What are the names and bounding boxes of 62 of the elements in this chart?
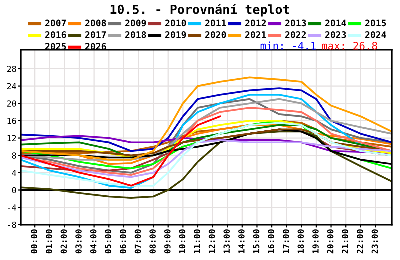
x-tick-label: 01:00 [46, 230, 52, 254]
y-tick-label: -8 [8, 222, 16, 228]
line-series [21, 135, 392, 154]
x-tick-label: 02:00 [60, 230, 68, 254]
x-tick-label: 08:00 [150, 230, 156, 254]
legend-label: 2024 [366, 31, 386, 38]
x-tick-label: 09:00 [164, 230, 171, 254]
legend-label: 2009 [126, 20, 146, 27]
x-tick-label: 13:00 [224, 230, 230, 254]
legend-label: 2007 [46, 20, 66, 27]
legend-label: 2016 [46, 31, 66, 38]
x-tick-label: 20:00 [327, 230, 334, 254]
x-tick-label: 03:00 [76, 230, 82, 254]
x-tick-label: 04:00 [90, 230, 97, 254]
text: min: -4.1 [260, 42, 316, 50]
legend-label: 2022 [286, 31, 306, 38]
line-series [21, 130, 392, 199]
line-series [21, 140, 392, 178]
legend-label: 2023 [326, 31, 346, 38]
x-tick-label: 00:00 [31, 230, 38, 254]
legend-label: 2019 [166, 31, 186, 38]
x-tick-label: 21:00 [342, 230, 349, 254]
x-tick-label: 17:00 [282, 230, 290, 254]
x-tick-label: 22:00 [357, 230, 364, 254]
y-tick-label: 12 [8, 135, 16, 142]
legend-label: 2015 [366, 20, 386, 27]
x-tick-label: 05:00 [105, 230, 112, 254]
legend-label: 2010 [166, 20, 186, 27]
line-series [21, 122, 392, 187]
x-tick-label: 06:00 [120, 230, 126, 254]
y-tick-label: 16 [8, 118, 16, 124]
y-tick-label: 4 [12, 170, 16, 176]
text: max: 26.8 [322, 42, 378, 50]
y-tick-label: 28 [7, 66, 16, 72]
line-series [21, 116, 222, 187]
x-tick-label: 16:00 [268, 230, 274, 254]
legend-label: 2011 [206, 20, 226, 27]
x-tick-label: 14:00 [238, 230, 245, 254]
legend-label: 2014 [326, 20, 346, 27]
y-tick-label: 0 [12, 187, 16, 194]
line-series [21, 76, 392, 161]
legend-label: 2018 [126, 31, 146, 38]
x-tick-label: 23:00 [372, 230, 378, 254]
x-tick-label: 19:00 [312, 230, 319, 254]
legend-label: 2017 [86, 31, 106, 38]
legend-label: 2020 [206, 31, 226, 38]
x-tick-label: 11:00 [194, 230, 200, 254]
x-tick-label: 18:00 [298, 230, 304, 254]
y-tick-label: 8 [12, 152, 16, 159]
x-tick-label: 15:00 [253, 230, 260, 254]
y-tick-label: -4 [8, 204, 16, 211]
line-series [21, 88, 392, 152]
legend-label: 2012 [246, 20, 266, 27]
legend-label: 2008 [86, 20, 106, 27]
x-tick-label: 12:00 [208, 230, 216, 254]
legend-label: 2013 [286, 20, 306, 27]
x-tick-label: 07:00 [134, 230, 142, 254]
x-tick-label: 10:00 [179, 230, 186, 254]
y-tick-label: 24 [7, 83, 16, 90]
legend-label: 2021 [246, 31, 266, 38]
y-tick-label: 20 [7, 100, 16, 107]
chart-title: 10.5. - Porovnání teplot [110, 4, 290, 17]
